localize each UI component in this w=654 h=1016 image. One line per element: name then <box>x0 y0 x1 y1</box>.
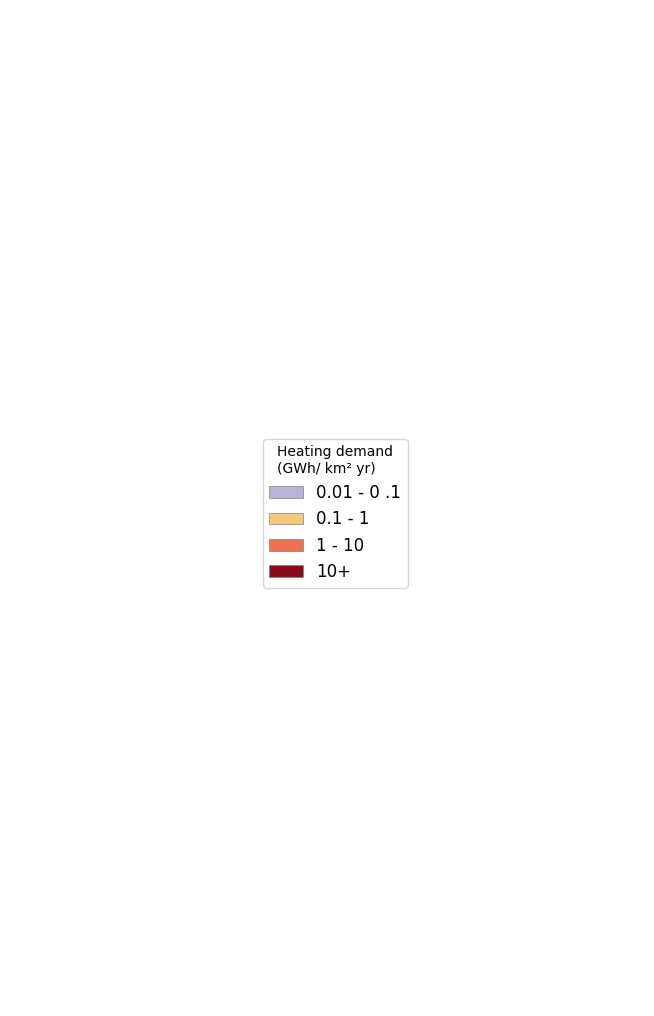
Legend: 0.01 - 0 .1, 0.1 - 1, 1 - 10, 10+: 0.01 - 0 .1, 0.1 - 1, 1 - 10, 10+ <box>263 439 407 587</box>
